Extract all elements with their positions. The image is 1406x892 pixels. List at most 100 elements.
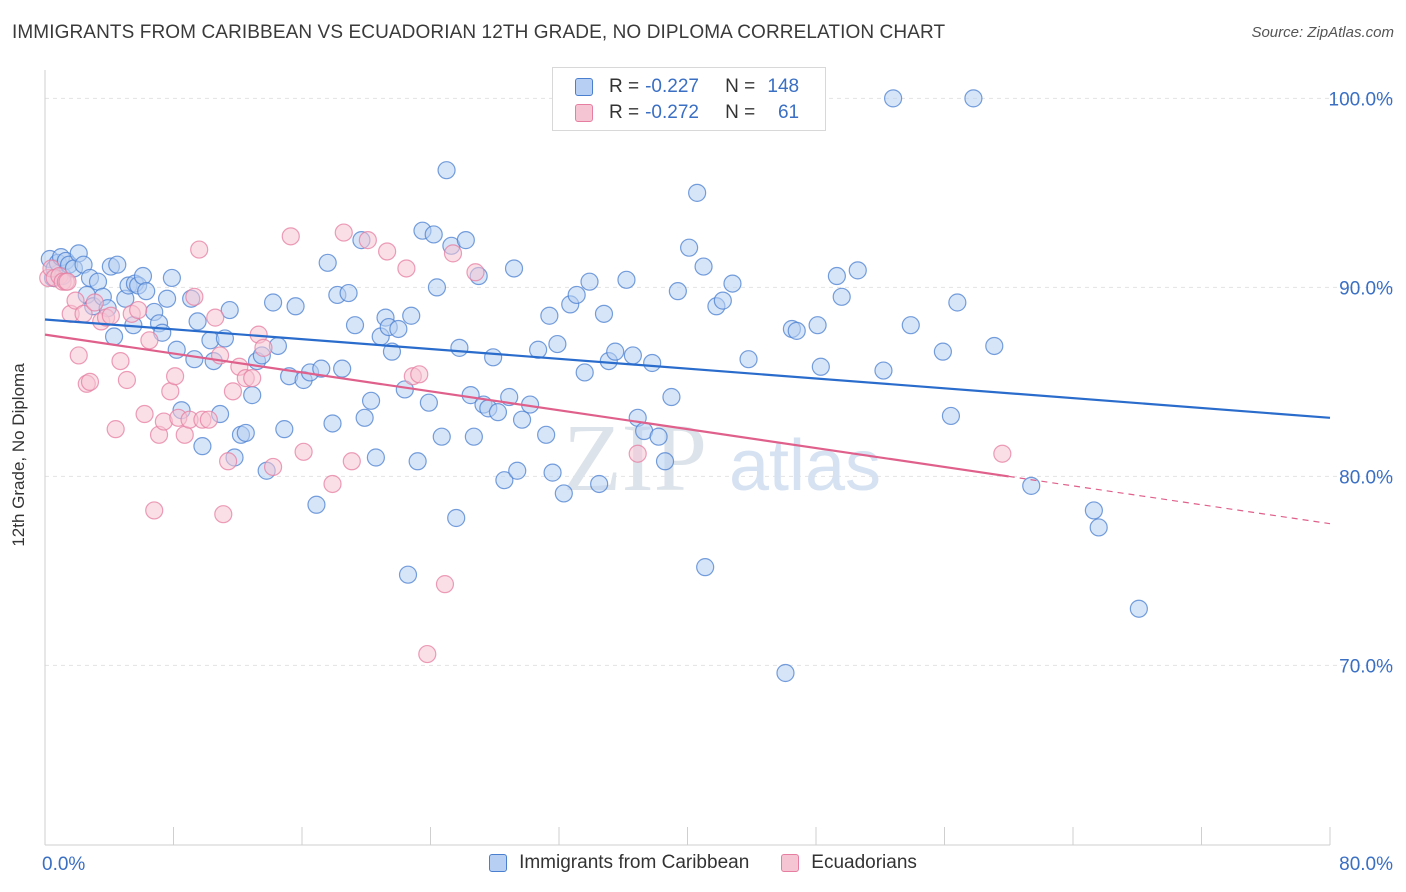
point-ecuadorians: [85, 293, 104, 312]
legend-swatch-ecuadorians: [781, 854, 800, 872]
point-caribbean: [424, 225, 443, 244]
point-caribbean: [437, 161, 456, 180]
r-value-caribbean: -0.227: [645, 76, 699, 97]
source-label: Source: ZipAtlas.com: [1251, 24, 1394, 41]
point-caribbean: [162, 268, 181, 288]
r-value-ecuadorians: -0.272: [645, 102, 699, 123]
point-caribbean: [236, 423, 255, 443]
point-caribbean: [594, 304, 614, 323]
point-ecuadorians: [58, 272, 77, 291]
point-caribbean: [133, 266, 153, 286]
point-ecuadorians: [342, 452, 361, 471]
legend-label-ecuadorians: Ecuadorians: [811, 852, 917, 873]
point-caribbean: [948, 293, 967, 312]
point-caribbean: [447, 508, 466, 528]
point-caribbean: [188, 312, 207, 331]
point-caribbean: [874, 361, 893, 380]
correlation-box: R = -0.227 N = 148 R = -0.272 N = 61: [552, 67, 826, 131]
point-caribbean: [1084, 501, 1103, 520]
point-caribbean: [883, 89, 903, 108]
point-caribbean: [193, 437, 212, 456]
point-caribbean: [275, 420, 294, 439]
point-caribbean: [580, 272, 599, 291]
n-value-ecuadorians: 61: [777, 102, 800, 123]
point-ecuadorians: [628, 444, 647, 463]
point-ecuadorians: [161, 382, 180, 401]
point-caribbean: [402, 306, 421, 325]
point-caribbean: [901, 316, 920, 335]
point-caribbean: [432, 427, 451, 446]
point-ecuadorians: [214, 505, 233, 524]
point-ecuadorians: [466, 263, 485, 282]
point-caribbean: [323, 414, 342, 433]
point-ecuadorians: [378, 242, 397, 261]
point-ecuadorians: [69, 346, 88, 365]
point-caribbean: [419, 393, 438, 412]
point-caribbean: [307, 495, 326, 514]
point-ecuadorians: [190, 240, 209, 259]
point-caribbean: [1129, 599, 1148, 618]
point-caribbean: [504, 259, 524, 278]
point-caribbean: [606, 342, 625, 361]
point-caribbean: [964, 89, 983, 108]
y-tick-label: 70.0%: [1339, 656, 1393, 677]
point-caribbean: [668, 282, 687, 301]
point-caribbean: [339, 283, 358, 303]
point-caribbean: [312, 359, 331, 378]
point-caribbean: [787, 321, 806, 340]
watermark: ZIP atlas: [563, 404, 881, 511]
point-caribbean: [389, 319, 408, 339]
point-caribbean: [427, 278, 447, 297]
point-caribbean: [848, 261, 867, 280]
point-caribbean: [361, 391, 381, 410]
point-caribbean: [185, 350, 204, 369]
legend-label-caribbean: Immigrants from Caribbean: [519, 852, 750, 873]
point-caribbean: [408, 452, 427, 471]
point-caribbean: [985, 336, 1004, 356]
point-caribbean: [808, 316, 827, 335]
point-caribbean: [318, 253, 337, 272]
y-tick-label: 80.0%: [1339, 467, 1393, 488]
point-caribbean: [933, 342, 952, 361]
n-label: N =: [725, 102, 756, 123]
point-caribbean: [484, 348, 503, 367]
point-caribbean: [464, 427, 483, 446]
point-caribbean: [832, 287, 851, 306]
point-caribbean: [655, 452, 675, 471]
point-ecuadorians: [418, 644, 437, 664]
trend-line-ecuadorians-extension: [1008, 475, 1331, 525]
point-ecuadorians: [166, 367, 185, 386]
point-ecuadorians: [281, 227, 300, 246]
x-tick-label: 0.0%: [42, 854, 85, 875]
point-caribbean: [450, 338, 469, 357]
point-ecuadorians: [358, 231, 377, 250]
legend-swatch-caribbean: [489, 854, 508, 872]
point-ecuadorians: [334, 223, 353, 242]
point-caribbean: [543, 463, 562, 482]
point-ecuadorians: [223, 382, 243, 401]
point-ecuadorians: [243, 369, 262, 388]
point-ecuadorians: [106, 420, 125, 439]
point-caribbean: [157, 289, 177, 308]
point-caribbean: [104, 327, 124, 346]
point-ecuadorians: [135, 404, 154, 424]
point-caribbean: [137, 282, 156, 301]
legend-item-caribbean: Immigrants from Caribbean: [489, 852, 749, 874]
correlation-row-caribbean: R = -0.227 N = 148: [575, 74, 799, 100]
n-label: N =: [725, 76, 756, 97]
point-caribbean: [512, 410, 532, 429]
n-value-caribbean: 148: [767, 76, 800, 97]
point-caribbean: [108, 255, 127, 274]
point-ecuadorians: [111, 351, 130, 371]
y-tick-label: 100.0%: [1329, 89, 1394, 110]
point-caribbean: [286, 297, 305, 316]
chart-title: IMMIGRANTS FROM CARIBBEAN VS ECUADORIAN …: [12, 22, 946, 43]
point-caribbean: [366, 448, 385, 467]
point-caribbean: [540, 306, 559, 325]
point-ecuadorians: [145, 501, 164, 520]
point-caribbean: [649, 427, 668, 446]
legend: Immigrants from Caribbean Ecuadorians: [0, 852, 1406, 874]
point-ecuadorians: [101, 306, 120, 325]
point-caribbean: [508, 461, 527, 480]
